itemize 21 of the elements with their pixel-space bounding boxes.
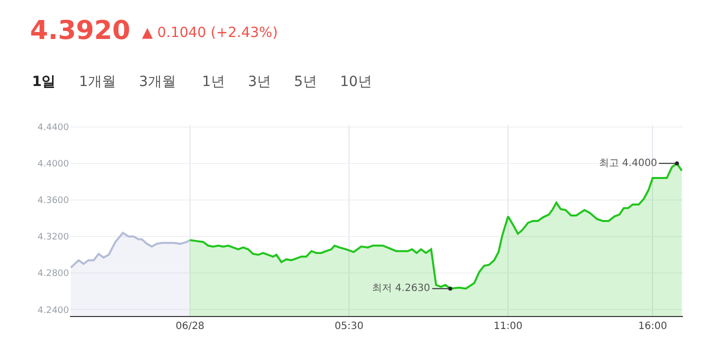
y-tick-label: 4.3200 [38, 232, 70, 243]
x-tick-label: 16:00 [638, 321, 668, 332]
y-tick-label: 4.2800 [38, 269, 70, 280]
chart-title: 4.3920 [30, 16, 130, 46]
text: 1일 [32, 74, 56, 90]
chart-subtitle: ▲ 0.1040 (+2.43%) [142, 25, 278, 41]
text: 10년 [340, 74, 372, 90]
text: 1년 [202, 74, 225, 90]
y-tick-label: 4.4400 [38, 122, 70, 133]
text: 5년 [294, 74, 317, 90]
y-tick-label: 4.2400 [38, 306, 70, 316]
text: 1개월 [79, 74, 116, 90]
x-tick-label: 11:00 [494, 321, 522, 332]
x-tick-label: 06/28 [176, 321, 204, 332]
annotation: 최고 4.4000 [599, 158, 658, 169]
y-tick-label: 4.3600 [38, 196, 70, 206]
annotation: 최저 4.2630 [372, 283, 430, 294]
text: 3개월 [139, 74, 176, 90]
x-tick-label: 05:30 [334, 321, 364, 332]
text: 3년 [248, 74, 271, 90]
y-tick-label: 4.4000 [38, 160, 70, 170]
